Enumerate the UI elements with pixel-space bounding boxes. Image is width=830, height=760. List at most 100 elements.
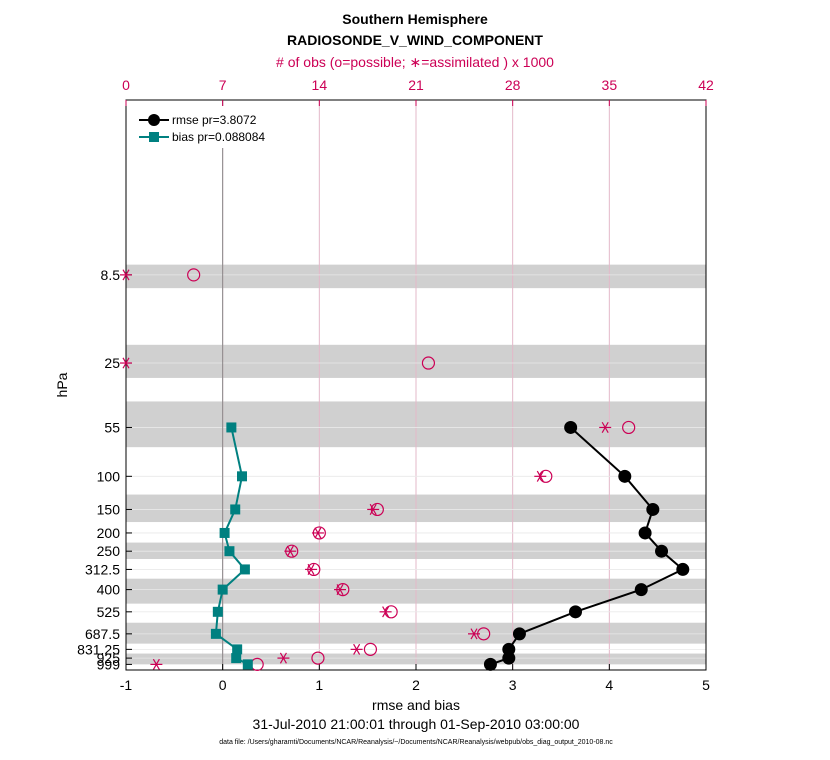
obs-assimilated-marker xyxy=(311,527,324,539)
y-tick-label: 25 xyxy=(104,355,120,371)
obs-assimilated-marker xyxy=(350,643,363,655)
obs-assimilated-marker xyxy=(120,269,132,281)
y-tick-label: 150 xyxy=(97,501,121,517)
series-lines xyxy=(210,420,690,671)
obs-markers xyxy=(120,268,636,671)
rmse-point xyxy=(502,651,516,665)
y-tick-label: 8.5 xyxy=(101,267,121,283)
x-axis-label: rmse and bias xyxy=(372,697,460,713)
top-tick-label: 0 xyxy=(122,77,130,93)
asterisk-stroke xyxy=(122,357,130,369)
legend-bias-marker xyxy=(149,132,159,142)
top-tick-label: 35 xyxy=(602,77,618,93)
y-tick-label: 200 xyxy=(97,525,121,541)
asterisk-stroke xyxy=(286,545,294,557)
asterisk-stroke xyxy=(307,563,315,575)
y-tick-label: 100 xyxy=(97,468,121,484)
asterisk-stroke xyxy=(279,652,287,664)
bias-point xyxy=(232,644,243,655)
bias-point xyxy=(237,471,247,482)
obs-possible-marker xyxy=(363,642,378,656)
legend-rmse-marker xyxy=(148,114,160,126)
asterisk-stroke xyxy=(122,269,130,281)
axis-ticks: -1 0 1 2 3 4 5 0 7 14 21 28 35 42 8.5 25 55 100 150 200 250 3… xyxy=(77,77,714,693)
y-tick-label: 687.5 xyxy=(85,626,120,642)
data-file-note: data file: /Users/gharamti/Documents/NCA… xyxy=(219,739,613,746)
top-tick-label: 42 xyxy=(698,77,714,93)
legend-rmse-label: rmse pr=3.8072 xyxy=(172,113,257,127)
legend: rmse pr=3.8072 bias pr=0.088084 xyxy=(132,106,290,148)
legend-bias-label: bias pr=0.088084 xyxy=(172,130,265,144)
chart-title: Southern Hemisphere xyxy=(342,11,488,27)
obs-assimilated-marker xyxy=(277,652,290,664)
obs-possible-marker xyxy=(311,651,325,665)
rmse-point xyxy=(634,583,648,597)
y-tick-label: 312.5 xyxy=(85,561,120,577)
bias-point xyxy=(217,584,228,595)
y-tick-label: 999 xyxy=(97,656,121,672)
top-tick-label: 28 xyxy=(505,77,521,93)
x-tick-label: 0 xyxy=(219,677,227,693)
asterisk-stroke xyxy=(336,584,344,596)
rmse-point xyxy=(646,502,660,516)
bias-point xyxy=(231,653,242,664)
y-tick-label: 831.25 xyxy=(77,641,120,657)
rmse-point xyxy=(655,544,669,558)
top-tick-label: 21 xyxy=(408,77,424,93)
top-tick-label: 7 xyxy=(219,77,227,93)
asterisk-stroke xyxy=(601,421,609,433)
bias-point xyxy=(239,564,250,575)
x-tick-label: 5 xyxy=(702,677,710,693)
bias-point xyxy=(210,628,221,639)
x-tick-label: -1 xyxy=(120,677,133,693)
x-tick-label: 4 xyxy=(605,677,613,693)
top-axis-label: # of obs (o=possible; ∗=assimilated ) x … xyxy=(276,54,554,70)
rmse-point xyxy=(512,627,526,641)
bias-point xyxy=(226,422,237,433)
obs-assimilated-marker xyxy=(150,658,163,670)
obs-assimilated-marker xyxy=(599,421,612,433)
obs-assimilated-marker xyxy=(534,470,547,482)
rmse-point xyxy=(676,562,690,576)
y-tick-label: 55 xyxy=(104,419,120,435)
y-tick-label: 250 xyxy=(97,543,121,559)
asterisk-stroke xyxy=(369,503,377,515)
asterisk-stroke xyxy=(470,628,478,640)
bias-point xyxy=(212,606,223,617)
asterisk-stroke xyxy=(353,643,361,655)
obs-assimilated-marker xyxy=(284,545,297,557)
obs-assimilated-marker xyxy=(379,606,392,618)
y-tick-label: 525 xyxy=(97,604,121,620)
asterisk-stroke xyxy=(536,470,544,482)
y-tick-label: 400 xyxy=(97,582,121,598)
obs-assimilated-marker xyxy=(367,503,380,515)
chart-subtitle: RADIOSONDE_V_WIND_COMPONENT xyxy=(287,32,543,48)
obs-possible-marker xyxy=(421,356,436,370)
bias-point xyxy=(242,659,253,670)
asterisk-stroke xyxy=(152,658,160,670)
asterisk-stroke xyxy=(314,527,322,539)
bias-point xyxy=(230,504,241,515)
obs-possible-marker xyxy=(187,268,201,282)
y-tick-label: 925 xyxy=(97,650,121,666)
obs-assimilated-marker xyxy=(305,563,318,575)
top-tick-label: 14 xyxy=(312,77,328,93)
bias-point xyxy=(224,546,235,557)
x-tick-label: 1 xyxy=(315,677,323,693)
obs-assimilated-marker xyxy=(468,628,480,640)
rmse-point xyxy=(483,657,497,671)
bias-point xyxy=(219,527,230,538)
rmse-point xyxy=(638,526,652,540)
rmse-point xyxy=(569,605,582,619)
asterisk-stroke xyxy=(382,606,390,618)
date-range: 31-Jul-2010 21:00:01 through 01-Sep-2010… xyxy=(253,716,580,732)
rmse-point xyxy=(564,420,578,434)
x-tick-label: 2 xyxy=(412,677,420,693)
obs-possible-marker xyxy=(622,420,636,435)
obs-assimilated-marker xyxy=(120,357,132,369)
obs-assimilated-marker xyxy=(334,584,347,596)
rmse-point xyxy=(618,469,632,483)
x-tick-label: 3 xyxy=(509,677,517,693)
y-axis-label: hPa xyxy=(54,372,70,397)
